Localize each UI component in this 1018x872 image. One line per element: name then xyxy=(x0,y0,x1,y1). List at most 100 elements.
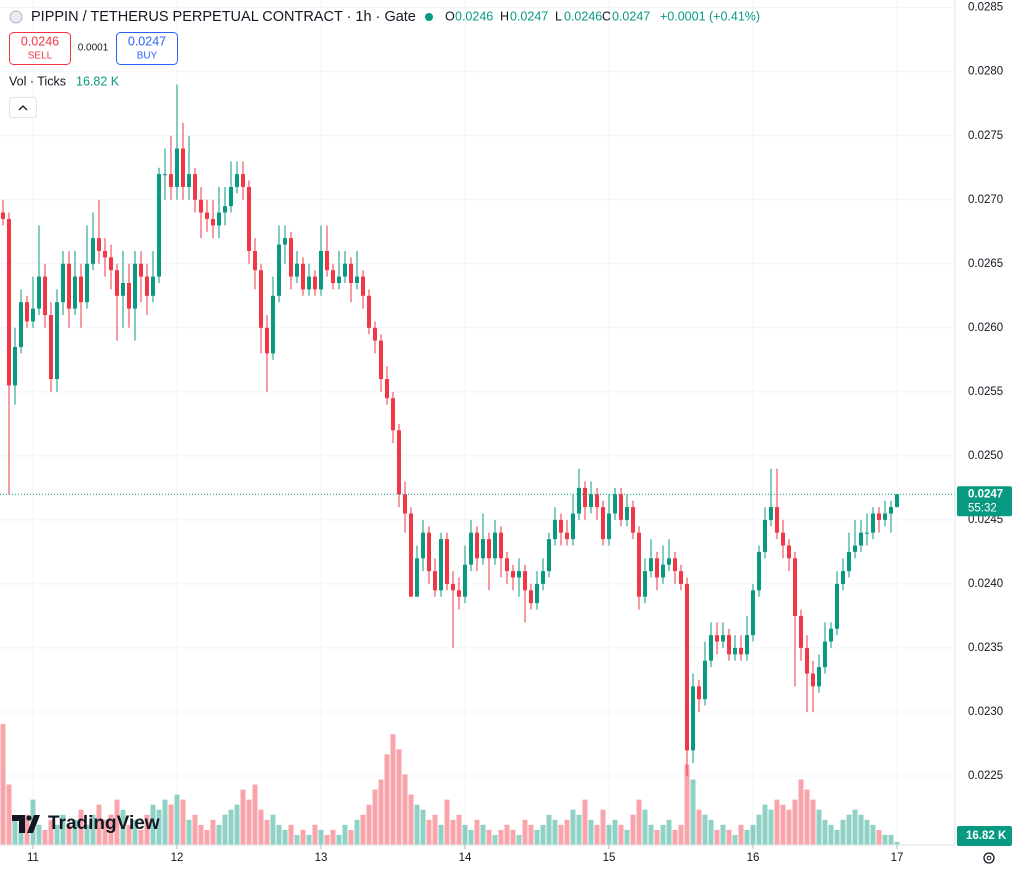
volume-bar xyxy=(138,829,144,845)
volume-bar xyxy=(444,799,450,845)
volume-bar xyxy=(450,819,456,845)
candle-body xyxy=(889,507,893,514)
candle-body xyxy=(343,263,347,277)
volume-bar xyxy=(840,819,846,845)
candle-body xyxy=(613,494,617,514)
candle-body xyxy=(727,635,731,655)
volume-bar xyxy=(84,824,90,845)
volume-bar xyxy=(210,819,216,845)
collapse-button[interactable] xyxy=(9,97,37,118)
volume-bar xyxy=(204,829,210,845)
candle-body xyxy=(151,276,155,296)
volume-bar xyxy=(756,814,762,845)
volume-bar xyxy=(714,829,720,845)
candle-body xyxy=(421,532,425,559)
volume-bar xyxy=(408,794,414,845)
volume-bar xyxy=(150,804,156,845)
candle-body xyxy=(655,558,659,578)
candle-body xyxy=(661,564,665,578)
candle-body xyxy=(853,545,857,552)
logo-text: TradingView xyxy=(48,813,160,834)
l-value: 0.0246 xyxy=(564,9,602,23)
settings-icon[interactable] xyxy=(983,852,995,864)
candle-body xyxy=(7,218,11,386)
candle-body xyxy=(481,539,485,559)
candle-body xyxy=(739,647,743,655)
candle-body xyxy=(85,263,89,303)
volume-bar xyxy=(750,824,756,845)
volume-bar xyxy=(474,819,480,845)
volume-bar xyxy=(198,824,204,845)
candle-body xyxy=(427,532,431,572)
price-pane xyxy=(0,84,955,776)
candle-body xyxy=(775,507,779,533)
volume-bar xyxy=(516,834,522,845)
volume-bar xyxy=(66,824,72,845)
sell-button[interactable] xyxy=(9,32,71,65)
volume-bar xyxy=(588,819,594,845)
c-label: C xyxy=(602,9,611,23)
volume-bar xyxy=(654,829,660,845)
y-tick-label: 0.0280 xyxy=(968,66,1003,78)
volume-bar xyxy=(228,809,234,845)
volume-bar xyxy=(852,809,858,845)
x-tick-label: 16 xyxy=(747,852,760,864)
candle-body xyxy=(331,270,335,283)
candle-body xyxy=(145,276,149,296)
volume-bar xyxy=(786,809,792,845)
volume-bar xyxy=(318,829,324,845)
candle-body xyxy=(337,276,341,283)
volume-bar xyxy=(624,829,630,845)
candle-body xyxy=(691,686,695,751)
volume-bar xyxy=(564,819,570,845)
candle-body xyxy=(607,513,611,540)
candle-body xyxy=(817,667,821,687)
volume-bar xyxy=(864,819,870,845)
candle-body xyxy=(43,276,47,315)
candle-body xyxy=(55,302,59,380)
candle-body xyxy=(277,244,281,296)
candle-body xyxy=(91,238,95,264)
candle-body xyxy=(733,647,737,655)
candle-body xyxy=(223,206,227,213)
buy-button[interactable] xyxy=(116,32,178,65)
volume-bar xyxy=(54,824,60,845)
candle-body xyxy=(385,379,389,399)
candle-body xyxy=(397,430,401,495)
volume-bar xyxy=(486,829,492,845)
candle-body xyxy=(73,276,77,309)
candle-body xyxy=(325,250,329,271)
candle-body xyxy=(265,327,269,354)
candle-body xyxy=(547,539,551,572)
candle-body xyxy=(883,513,887,520)
volume-bar xyxy=(570,809,576,845)
buy-label: BUY xyxy=(137,51,158,62)
y-tick-label: 0.0260 xyxy=(968,322,1003,334)
candle-body xyxy=(67,263,71,309)
volume-bar xyxy=(354,819,360,845)
candle-body xyxy=(355,276,359,283)
candle-body xyxy=(451,583,455,591)
x-tick-label: 15 xyxy=(603,852,616,864)
candle-body xyxy=(877,513,881,520)
volume-bar xyxy=(246,799,252,845)
candle-body xyxy=(289,238,293,277)
candle-body xyxy=(157,174,161,277)
candle-body xyxy=(595,494,599,508)
candle-body xyxy=(829,628,833,642)
candle-body xyxy=(379,340,383,380)
volume-bar xyxy=(294,834,300,845)
axes: 0.0225 0.0230 0.0235 0.0240 0.0245 0.0250 0.02… xyxy=(27,2,1012,864)
volume-bar xyxy=(606,824,612,845)
candle-body xyxy=(721,635,725,642)
volume-bar xyxy=(888,834,894,845)
candle-body xyxy=(637,532,641,597)
volume-bar xyxy=(264,819,270,845)
volume-bar xyxy=(438,824,444,845)
volume-bar xyxy=(342,824,348,845)
volume-value: 16.82 K xyxy=(76,74,120,88)
countdown: 55:32 xyxy=(968,502,997,514)
candle-body xyxy=(841,571,845,584)
volume-bar xyxy=(834,829,840,845)
candle-body xyxy=(409,513,413,597)
